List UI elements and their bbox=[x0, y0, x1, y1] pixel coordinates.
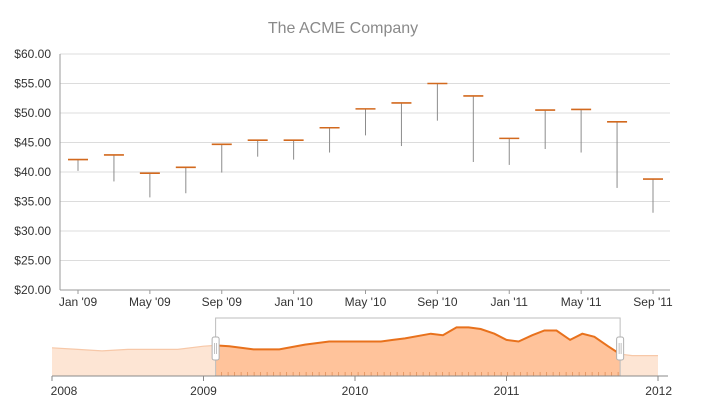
navigator-tick-label: 2012 bbox=[645, 384, 672, 398]
y-axis-tick-labels: $20.00 $25.00 $30.00 $35.00 $40.00 $45.00 $50.… bbox=[14, 47, 51, 297]
navigator-tick-label: 2008 bbox=[51, 384, 78, 398]
y-tick-label: $60.00 bbox=[14, 47, 51, 61]
navigator-handle-left[interactable] bbox=[211, 336, 220, 361]
x-tick-label: May '09 bbox=[129, 295, 171, 309]
ohlc-point[interactable] bbox=[68, 158, 88, 171]
ohlc-point[interactable] bbox=[175, 166, 196, 194]
y-tick-label: $55.00 bbox=[14, 77, 51, 91]
ohlc-point[interactable] bbox=[355, 108, 376, 136]
ohlc-point[interactable] bbox=[283, 139, 304, 160]
main-gridlines bbox=[59, 53, 670, 291]
navigator[interactable] bbox=[51, 317, 668, 377]
y-tick-label: $35.00 bbox=[14, 195, 51, 209]
ohlc-point[interactable] bbox=[247, 139, 268, 157]
ohlc-point[interactable] bbox=[391, 102, 412, 147]
x-tick-label: Sep '11 bbox=[633, 295, 673, 309]
y-tick-label: $25.00 bbox=[14, 254, 51, 268]
x-tick-label: May '10 bbox=[345, 295, 387, 309]
x-tick-label: Sep '10 bbox=[417, 295, 458, 309]
y-tick-label: $40.00 bbox=[14, 165, 51, 179]
navigator-handle-right[interactable] bbox=[616, 336, 625, 361]
ohlc-point[interactable] bbox=[499, 137, 520, 165]
x-tick-label: Jan '11 bbox=[491, 295, 529, 309]
x-axis-tick-labels: Jan '09 May '09 Sep '09 Jan '10 May '10 Sep '… bbox=[59, 290, 673, 309]
drag-handle-icon[interactable] bbox=[211, 336, 220, 361]
x-tick-label: Jan '09 bbox=[59, 295, 98, 309]
ohlc-point[interactable] bbox=[607, 121, 628, 188]
drag-handle-icon[interactable] bbox=[616, 336, 625, 361]
navigator-x-tick-labels: 2008 2009 2010 2011 2012 bbox=[51, 376, 672, 398]
chart-title: The ACME Company bbox=[268, 20, 418, 37]
y-tick-label: $50.00 bbox=[14, 106, 51, 120]
navigator-area-selected bbox=[215, 327, 621, 376]
navigator-tick-label: 2009 bbox=[190, 384, 217, 398]
y-tick-label: $30.00 bbox=[14, 224, 51, 238]
ohlc-point[interactable] bbox=[571, 108, 592, 153]
x-tick-label: Sep '09 bbox=[202, 295, 243, 309]
y-tick-label: $45.00 bbox=[14, 136, 51, 150]
navigator-tick-label: 2010 bbox=[342, 384, 369, 398]
ohlc-point[interactable] bbox=[643, 178, 663, 213]
ohlc-point[interactable] bbox=[427, 82, 448, 121]
ohlc-series bbox=[68, 82, 663, 213]
ohlc-point[interactable] bbox=[211, 143, 232, 173]
ohlc-point[interactable] bbox=[139, 172, 160, 198]
x-tick-label: May '11 bbox=[561, 295, 602, 309]
ohlc-point[interactable] bbox=[103, 154, 124, 182]
navigator-line-selected bbox=[215, 326, 621, 356]
navigator-tick-label: 2011 bbox=[494, 384, 520, 398]
ohlc-point[interactable] bbox=[319, 126, 340, 153]
x-tick-label: Jan '10 bbox=[274, 295, 313, 309]
ohlc-point[interactable] bbox=[463, 95, 484, 162]
ohlc-point[interactable] bbox=[535, 109, 556, 149]
y-tick-label: $20.00 bbox=[14, 283, 51, 297]
